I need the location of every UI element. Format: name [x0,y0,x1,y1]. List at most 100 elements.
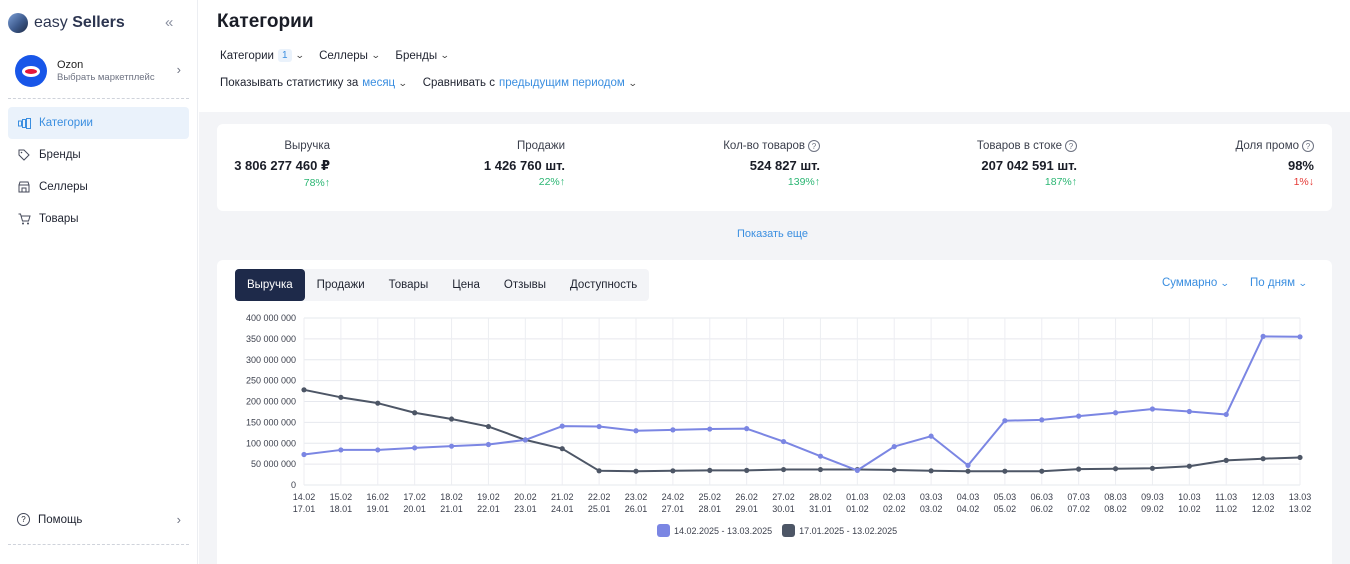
x-tick-label: 06.03 [1031,492,1054,502]
x-tick-label: 26.02 [735,492,758,502]
data-point-previous [485,423,492,430]
stats-card: Выручка 3 806 277 460 ₽ 78%↑ Продажи 1 4… [217,124,1332,211]
filter-categories[interactable]: Категории 1 ⌄ [220,49,305,62]
data-point-current [891,443,897,450]
sidebar-item-brands[interactable]: Бренды [8,139,189,171]
filter-sellers[interactable]: Селлеры ⌄ [319,49,380,62]
data-point-current [1112,410,1119,416]
data-point-previous [1112,466,1119,472]
tag-icon [17,148,31,162]
sidebar-item-products[interactable]: Товары [8,203,189,235]
help-link[interactable]: ? Помощь › [17,512,181,527]
data-point-previous [412,410,418,416]
data-point-previous [670,468,676,474]
filter-label: Селлеры [319,49,368,62]
y-tick-label: 100 000 000 [246,438,296,448]
page-header: Категории Категории 1 ⌄ Селлеры ⌄ Бренды… [199,0,1350,112]
x-tick-label: 08.03 [1104,492,1127,502]
stats-period-selector[interactable]: Показывать статистику за месяц ⌄ [220,77,408,89]
stat-label: Выручка [284,140,330,152]
compare-label: Сравнивать с [422,77,495,89]
chart-card: Выручка Продажи Товары Цена Отзывы Досту… [217,260,1332,564]
y-tick-label: 350 000 000 [246,334,296,344]
arrow-down-icon: ↓ [1308,176,1314,188]
help-icon[interactable]: ? [808,140,820,152]
granularity-dropdown[interactable]: По дням ⌄ [1250,277,1308,289]
compare-period-selector[interactable]: Сравнивать с предыдущим периодом ⌄ [422,77,638,89]
x-tick-label: 09.03 [1141,492,1164,502]
tab-availability[interactable]: Доступность [570,279,638,291]
app-logo[interactable]: easy Sellers [8,13,125,33]
stat-value: 524 827 шт. [749,158,820,173]
x-tick-label: 12.03 [1252,492,1275,502]
arrow-up-icon: ↑ [1071,176,1077,188]
tab-revenue[interactable]: Выручка [235,269,305,301]
data-point-current [817,453,824,459]
x-tick-label: 03.03 [920,492,943,502]
data-point-previous [707,467,713,473]
x-tick-label: 21.02 [551,492,574,502]
y-tick-label: 250 000 000 [246,376,296,386]
filter-count-badge: 1 [277,49,292,62]
sidebar-item-sellers[interactable]: Селлеры [8,171,189,203]
stat-in-stock: Товаров в стоке? 207 042 591 шт. 187%↑ [977,140,1077,188]
chevron-down-icon: ⌄ [294,50,305,60]
x-tick-label: 22.02 [588,492,611,502]
stat-sales: Продажи 1 426 760 шт. 22%↑ [484,140,565,188]
x-tick-label: 05.03 [994,492,1017,502]
legend-swatch [657,524,670,537]
legend-item-previous[interactable]: 17.01.2025 - 13.02.2025 [782,524,897,537]
series-line-previous [303,388,1301,473]
help-icon[interactable]: ? [1302,140,1314,152]
sidebar-item-label: Категории [39,117,93,129]
sidebar-item-label: Товары [39,213,79,225]
marketplace-selector[interactable]: Ozon Выбрать маркетплейс › [15,54,185,88]
stat-label: Кол-во товаров? [723,140,820,152]
x-tick-label-compare: 01.02 [846,504,869,514]
chevron-right-icon: › [176,512,181,527]
sidebar-item-categories[interactable]: Категории [8,107,189,139]
data-point-previous [375,400,381,406]
data-point-current [375,447,381,453]
x-tick-label-compare: 12.02 [1252,504,1275,514]
data-point-previous [1223,457,1229,463]
tab-products[interactable]: Товары [388,279,429,291]
show-more-link[interactable]: Показать еще [737,228,808,240]
x-tick-label: 15.02 [330,492,353,502]
filter-brands[interactable]: Бренды ⌄ [395,49,449,62]
logo-mark-icon [8,13,28,33]
legend-label: 17.01.2025 - 13.02.2025 [799,525,898,536]
x-tick-label-compare: 28.01 [699,504,722,514]
legend-swatch [782,524,796,537]
data-point-current [1076,413,1082,419]
x-tick-label: 14.02 [293,492,316,502]
tab-sales[interactable]: Продажи [316,279,365,291]
data-point-current [448,443,455,449]
data-point-current [1297,334,1303,340]
store-icon [17,180,31,194]
stat-delta: 1%↓ [1293,176,1314,188]
y-tick-label: 400 000 000 [246,313,296,323]
x-tick-label: 27.02 [772,492,795,502]
help-icon[interactable]: ? [1065,140,1077,152]
dropdown-label: Суммарно [1162,277,1218,289]
collapse-sidebar-icon[interactable]: « [165,14,174,31]
dropdown-label: По дням [1250,277,1296,289]
x-tick-label: 17.02 [403,492,426,502]
data-point-previous [338,394,344,400]
stat-product-count: Кол-во товаров? 524 827 шт. 139%↑ [723,140,820,188]
x-tick-label: 24.02 [662,492,685,502]
data-point-current [1223,411,1229,418]
x-tick-label: 11.03 [1215,492,1237,502]
legend-item-current[interactable]: 14.02.2025 - 13.03.2025 [657,524,772,537]
tab-price[interactable]: Цена [452,279,480,291]
data-point-previous [1076,466,1082,472]
question-icon: ? [17,513,30,526]
data-point-current [1002,418,1008,424]
stat-promo-share: Доля промо? 98% 1%↓ [1235,140,1314,188]
data-point-previous [928,468,934,474]
stat-delta: 22%↑ [538,176,565,188]
tab-reviews[interactable]: Отзывы [503,279,547,291]
x-tick-label: 10.03 [1178,492,1201,502]
aggregation-dropdown[interactable]: Суммарно ⌄ [1162,277,1230,289]
